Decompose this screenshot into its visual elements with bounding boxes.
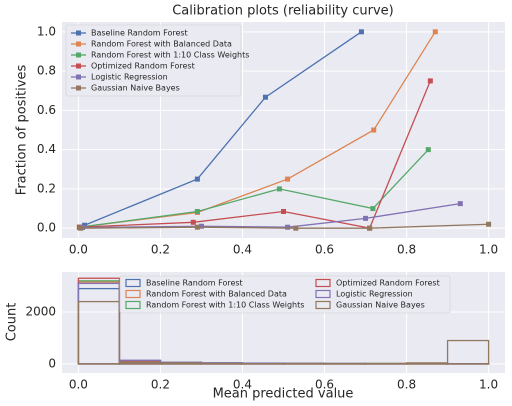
- x-tick-label: 0.6: [315, 243, 334, 257]
- y-tick-label: 2000: [25, 304, 56, 318]
- marker: [367, 225, 373, 231]
- legend-swatch: [315, 278, 331, 288]
- x-tick-label: 0.0: [69, 243, 88, 257]
- legend-marker: [76, 52, 81, 58]
- x-tick-label: 0.4: [233, 243, 252, 257]
- marker: [363, 215, 369, 221]
- marker: [194, 224, 200, 230]
- legend-swatch: [315, 289, 331, 299]
- legend-marker: [76, 30, 81, 36]
- marker: [425, 147, 431, 153]
- x-tick-label: 0.2: [151, 243, 170, 257]
- legend-label: Logistic Regression: [336, 290, 413, 299]
- legend-swatch: [315, 300, 331, 310]
- legend-label: Optimized Random Forest: [336, 279, 440, 288]
- legend-label: Baseline Random Forest: [146, 279, 243, 288]
- marker: [285, 176, 291, 182]
- marker: [281, 208, 286, 214]
- y-axis-label: Count: [5, 303, 20, 342]
- y-tick-label: 0.6: [37, 103, 56, 117]
- histogram-bin: [446, 339, 490, 365]
- x-tick-label: 0.2: [151, 378, 170, 392]
- marker: [457, 201, 463, 207]
- x-tick-label: 1.0: [479, 378, 498, 392]
- legend-swatch: [125, 289, 141, 299]
- marker: [370, 206, 376, 212]
- marker: [358, 29, 364, 35]
- legend-label: Random Forest with Balanced Data: [146, 290, 287, 299]
- legend-marker: [76, 85, 81, 91]
- legend-marker: [76, 63, 81, 69]
- legend-label: Baseline Random Forest: [91, 29, 188, 38]
- histogram-bin: [405, 362, 449, 365]
- legend-label: Gaussian Naive Bayes: [91, 84, 180, 93]
- marker: [432, 29, 438, 35]
- legend-marker: [76, 74, 81, 80]
- x-tick-label: 1.0: [479, 243, 498, 257]
- legend-box: [65, 24, 242, 97]
- marker: [371, 127, 377, 133]
- x-tick-label: 0.8: [397, 243, 416, 257]
- legend-label: Random Forest with 1:10 Class Weights: [91, 51, 249, 60]
- x-tick-label: 0.6: [315, 378, 334, 392]
- marker: [262, 94, 268, 100]
- marker: [194, 208, 200, 214]
- histogram-bin: [77, 300, 121, 365]
- histogram-bin: [364, 362, 408, 365]
- legend-label: Gaussian Naive Bayes: [336, 301, 425, 310]
- marker: [194, 176, 200, 182]
- marker: [293, 225, 299, 231]
- x-tick-label: 0.8: [397, 378, 416, 392]
- y-tick-label: 1.0: [37, 24, 56, 38]
- marker: [276, 186, 282, 192]
- chart-title: Calibration plots (reliability curve): [172, 4, 394, 19]
- legend-box: [119, 275, 451, 314]
- y-tick-label: 0: [48, 356, 56, 370]
- legend-swatch: [125, 278, 141, 288]
- series-line: [84, 31, 362, 226]
- marker: [77, 225, 83, 231]
- legend-marker: [76, 41, 81, 47]
- x-tick-label: 0.4: [233, 378, 252, 392]
- marker: [190, 219, 196, 225]
- x-axis-label: Mean predicted value: [213, 387, 354, 402]
- y-tick-label: 0.2: [37, 181, 56, 195]
- y-axis-label: Fraction of positives: [15, 65, 30, 196]
- marker: [427, 78, 433, 84]
- legend-label: Random Forest with Balanced Data: [91, 40, 232, 49]
- marker: [486, 221, 492, 227]
- legend-swatch: [125, 300, 141, 310]
- x-tick-label: 0.0: [69, 378, 88, 392]
- y-tick-label: 0.0: [37, 221, 56, 235]
- y-tick-label: 0.8: [37, 64, 56, 78]
- marker: [198, 223, 204, 229]
- y-tick-label: 0.4: [37, 142, 56, 156]
- marker: [285, 224, 291, 230]
- legend-label: Random Forest with 1:10 Class Weights: [146, 301, 304, 310]
- legend-label: Optimized Random Forest: [91, 62, 195, 71]
- legend-label: Logistic Regression: [91, 73, 168, 82]
- histogram-bin: [159, 362, 203, 365]
- histogram-bin: [200, 362, 244, 365]
